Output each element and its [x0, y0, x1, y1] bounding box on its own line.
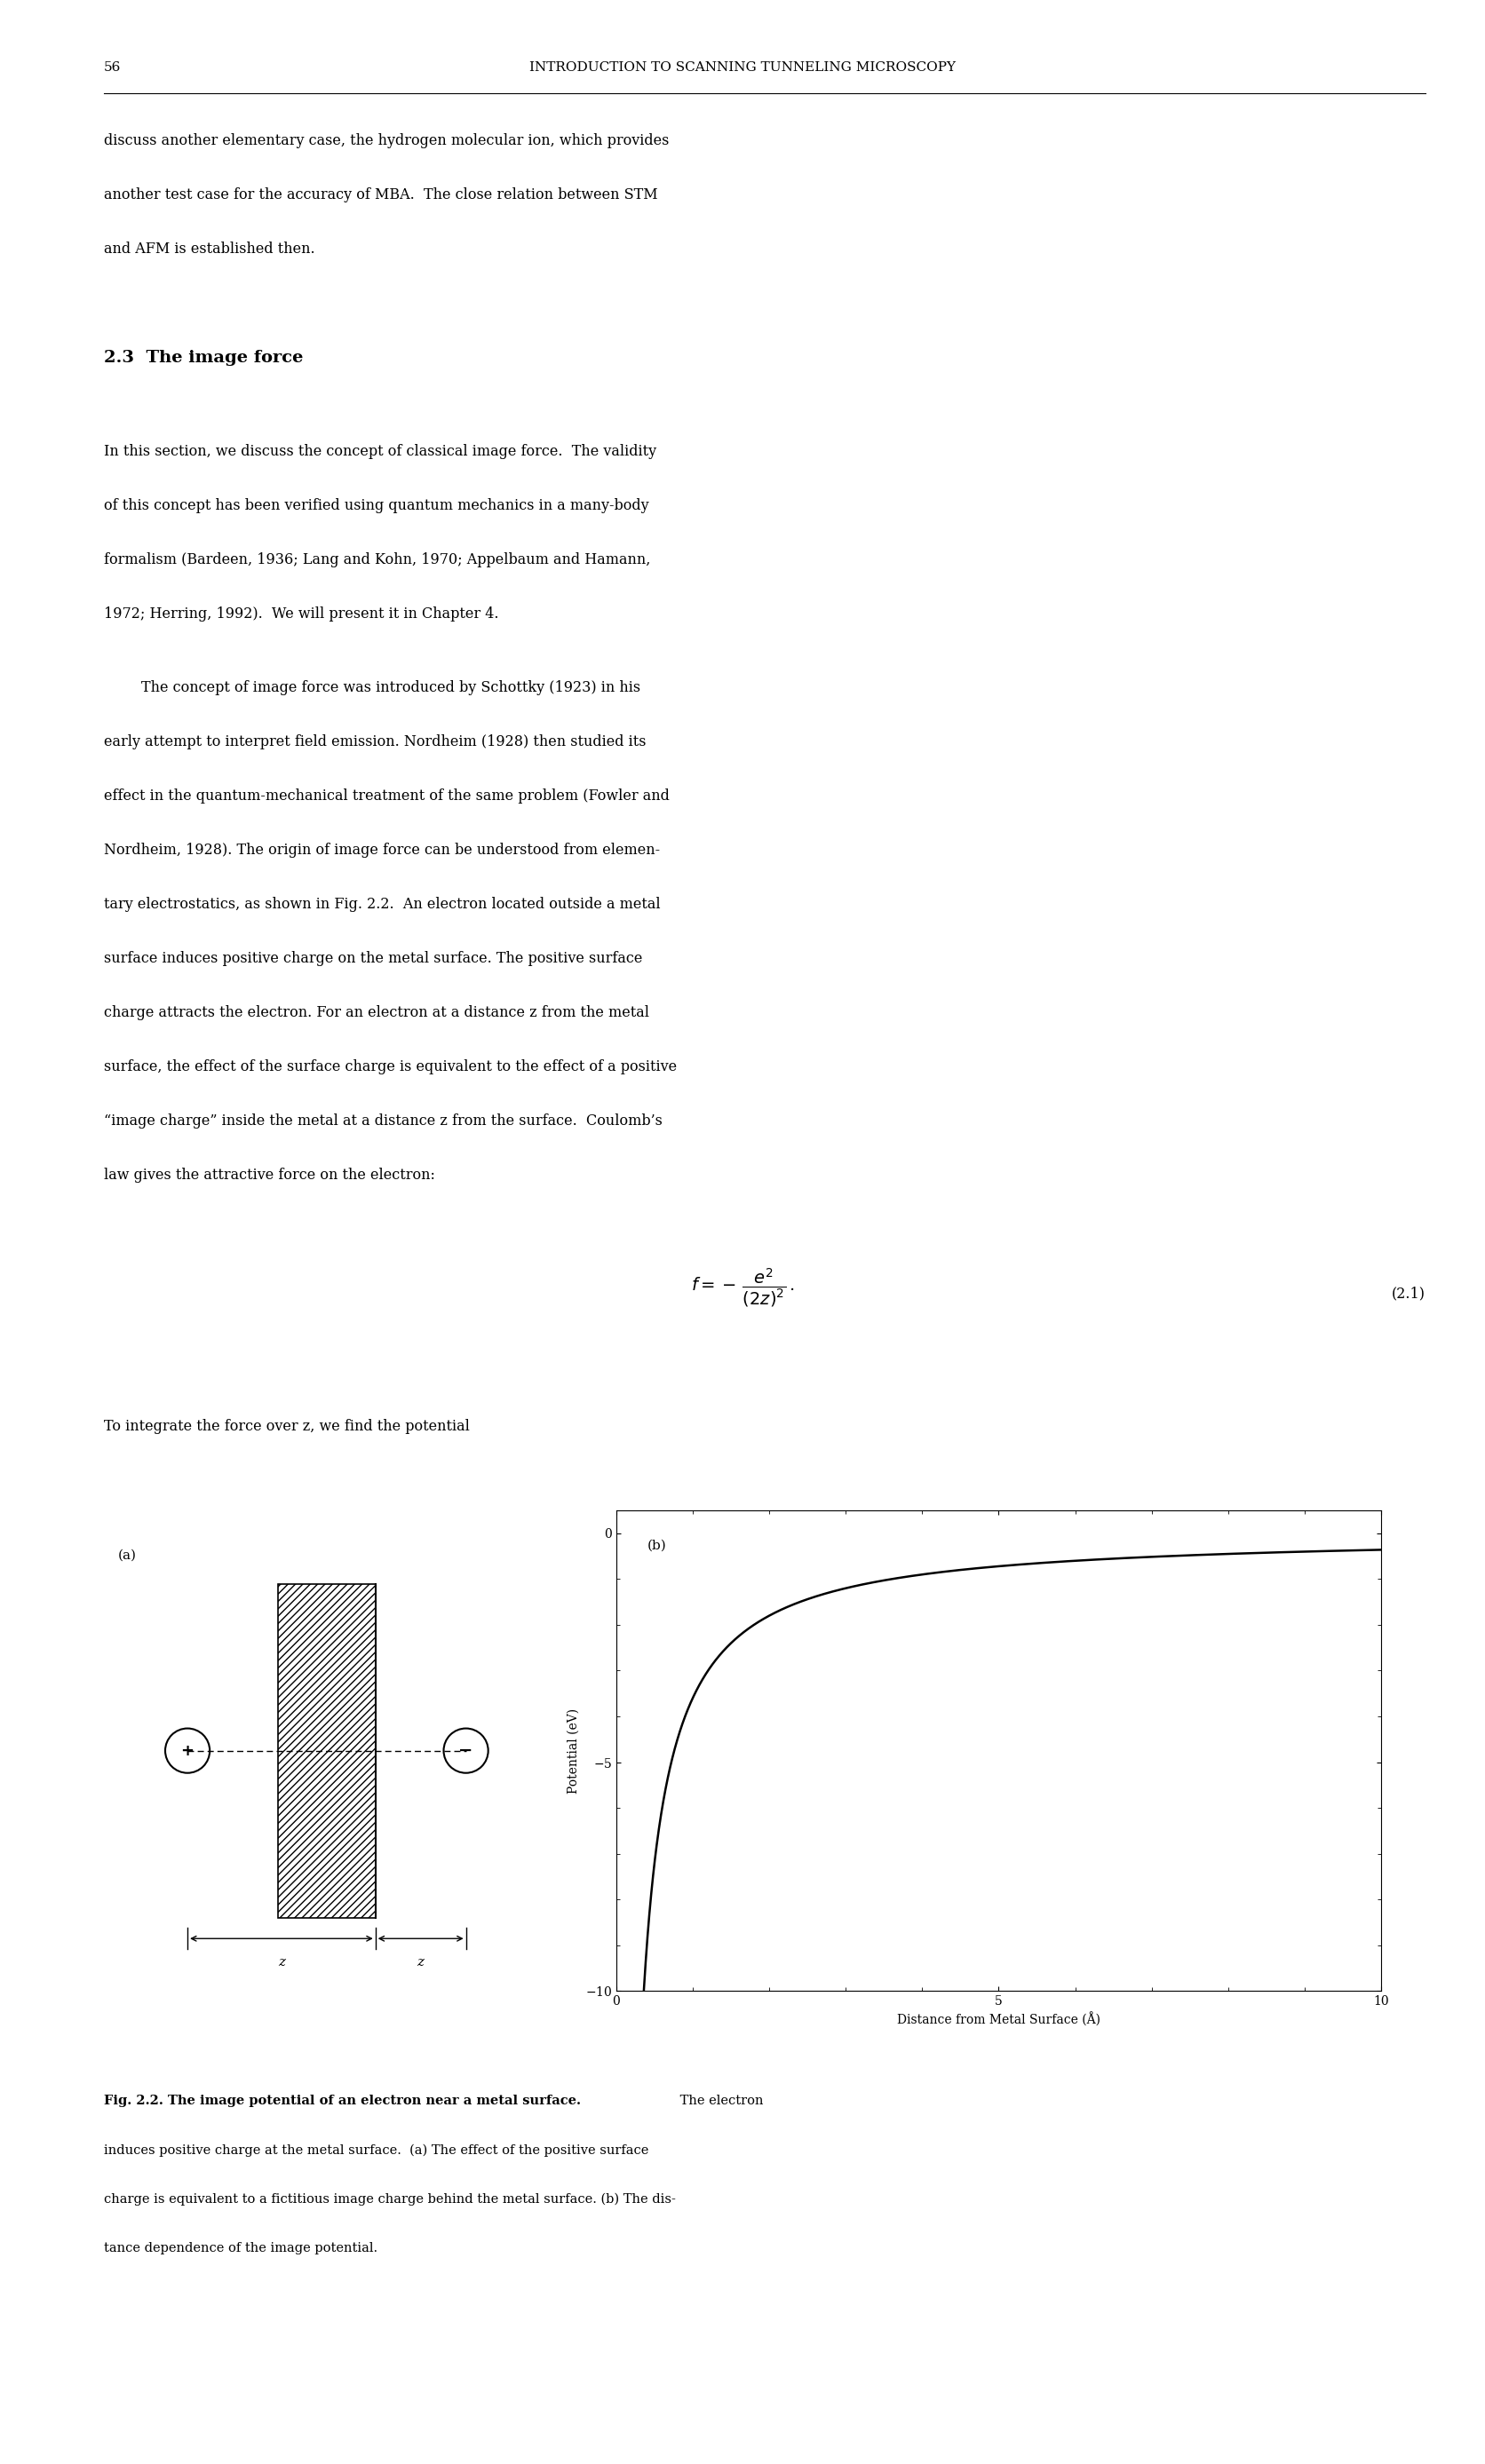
Text: and AFM is established then.: and AFM is established then.: [104, 241, 315, 256]
Text: Nordheim, 1928). The origin of image force can be understood from elemen-: Nordheim, 1928). The origin of image for…: [104, 843, 659, 857]
Y-axis label: Potential (eV): Potential (eV): [567, 1708, 581, 1794]
Text: (a): (a): [117, 1550, 137, 1562]
Text: Fig. 2.2. The image potential of an electron near a metal surface.: Fig. 2.2. The image potential of an elec…: [104, 2094, 581, 2107]
Text: The electron: The electron: [676, 2094, 763, 2107]
Bar: [278, 1584, 376, 1917]
Text: To integrate the force over z, we find the potential: To integrate the force over z, we find t…: [104, 1419, 469, 1434]
Text: The concept of image force was introduced by Schottky (1923) in his: The concept of image force was introduce…: [141, 680, 640, 695]
Text: surface, the effect of the surface charge is equivalent to the effect of a posit: surface, the effect of the surface charg…: [104, 1060, 677, 1074]
Text: charge attracts the electron. For an electron at a distance z from the metal: charge attracts the electron. For an ele…: [104, 1005, 649, 1020]
Text: discuss another elementary case, the hydrogen molecular ion, which provides: discuss another elementary case, the hyd…: [104, 133, 670, 148]
Text: tance dependence of the image potential.: tance dependence of the image potential.: [104, 2242, 377, 2255]
Text: (b): (b): [647, 1540, 667, 1552]
Text: −: −: [459, 1742, 474, 1759]
Text: of this concept has been verified using quantum mechanics in a many-body: of this concept has been verified using …: [104, 498, 649, 513]
Text: “image charge” inside the metal at a distance z from the surface.  Coulomb’s: “image charge” inside the metal at a dis…: [104, 1114, 662, 1129]
Text: induces positive charge at the metal surface.  (a) The effect of the positive su: induces positive charge at the metal sur…: [104, 2144, 649, 2156]
Text: z: z: [417, 1956, 425, 1969]
X-axis label: Distance from Metal Surface (Å): Distance from Metal Surface (Å): [897, 2013, 1100, 2028]
Text: INTRODUCTION TO SCANNING TUNNELING MICROSCOPY: INTRODUCTION TO SCANNING TUNNELING MICRO…: [529, 62, 956, 74]
Text: $f = -\,\dfrac{e^2}{(2z)^2}\,.$: $f = -\,\dfrac{e^2}{(2z)^2}\,.$: [691, 1266, 794, 1308]
Text: (2.1): (2.1): [1391, 1286, 1426, 1301]
Text: 1972; Herring, 1992).  We will present it in Chapter 4.: 1972; Herring, 1992). We will present it…: [104, 606, 499, 621]
Text: another test case for the accuracy of MBA.  The close relation between STM: another test case for the accuracy of MB…: [104, 187, 658, 202]
Text: In this section, we discuss the concept of classical image force.  The validity: In this section, we discuss the concept …: [104, 444, 656, 458]
Text: law gives the attractive force on the electron:: law gives the attractive force on the el…: [104, 1168, 435, 1183]
Text: tary electrostatics, as shown in Fig. 2.2.  An electron located outside a metal: tary electrostatics, as shown in Fig. 2.…: [104, 897, 661, 912]
Text: effect in the quantum-mechanical treatment of the same problem (Fowler and: effect in the quantum-mechanical treatme…: [104, 788, 670, 803]
Text: charge is equivalent to a fictitious image charge behind the metal surface. (b) : charge is equivalent to a fictitious ima…: [104, 2193, 676, 2205]
Text: surface induces positive charge on the metal surface. The positive surface: surface induces positive charge on the m…: [104, 951, 643, 966]
Text: 56: 56: [104, 62, 122, 74]
Text: +: +: [181, 1742, 195, 1759]
Text: z: z: [278, 1956, 285, 1969]
Text: early attempt to interpret field emission. Nordheim (1928) then studied its: early attempt to interpret field emissio…: [104, 734, 646, 749]
Text: formalism (Bardeen, 1936; Lang and Kohn, 1970; Appelbaum and Hamann,: formalism (Bardeen, 1936; Lang and Kohn,…: [104, 552, 650, 567]
Text: 2.3  The image force: 2.3 The image force: [104, 350, 303, 365]
